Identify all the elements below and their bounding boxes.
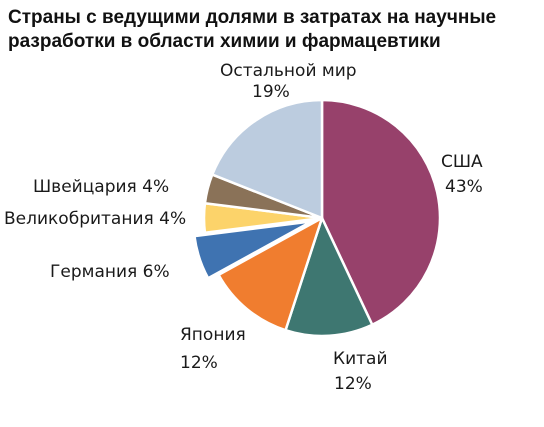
label-usa-name: США: [441, 152, 483, 172]
pie-slice-США: [320, 98, 442, 327]
label-japan-pct: 12%: [180, 353, 218, 373]
label-china-name: Китай: [333, 349, 388, 369]
label-china-pct: 12%: [334, 374, 372, 394]
pie-slices: [193, 98, 442, 338]
pie-slice-Германия: [193, 220, 313, 280]
label-japan-name: Япония: [180, 325, 246, 345]
label-usa-pct: 43%: [445, 177, 483, 197]
label-rest-name: Остальной мир: [220, 61, 357, 81]
label-switzerland: Швейцария 4%: [33, 177, 169, 197]
label-germany: Германия 6%: [50, 262, 170, 282]
pie-slice-Остальной мир: [211, 98, 324, 220]
label-uk: Великобритания 4%: [4, 209, 186, 229]
chart-title: Страны с ведущими долями в затратах на н…: [8, 7, 497, 52]
pie-slice-Япония: [217, 216, 324, 332]
pie-slice-Китай: [284, 216, 374, 338]
label-rest-pct: 19%: [252, 82, 290, 102]
